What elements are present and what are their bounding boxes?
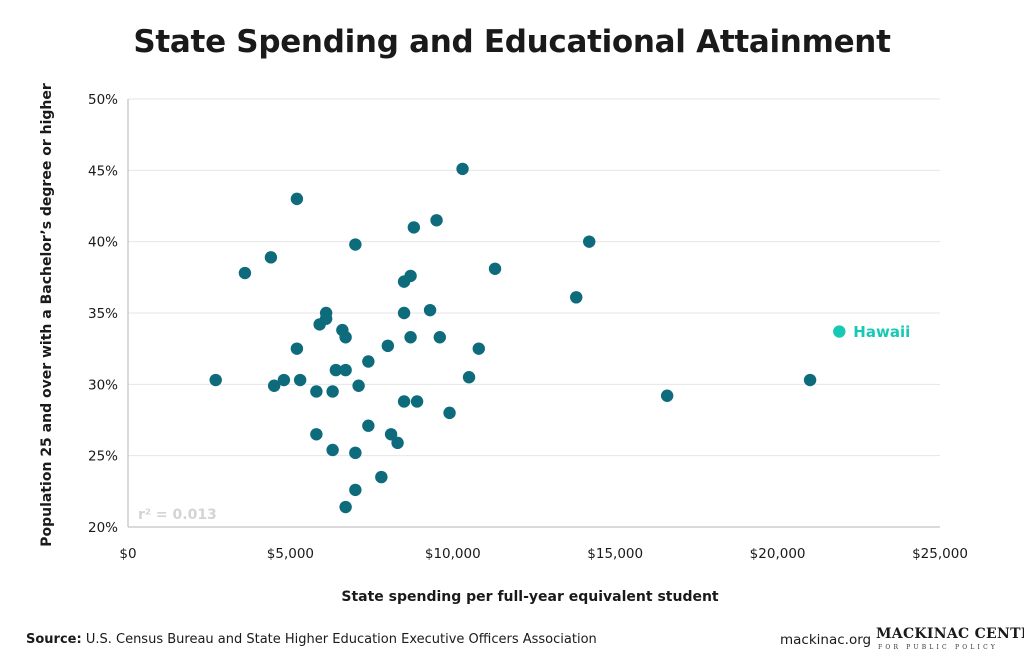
y-tick-label: 50% — [88, 92, 118, 108]
state-point — [264, 251, 278, 264]
logo-name: MACKINAC CENTER — [876, 626, 1024, 642]
state-point — [290, 192, 304, 206]
state-point — [404, 331, 417, 344]
hawaii-label: Hawaii — [853, 323, 910, 341]
state-point — [339, 331, 352, 344]
state-point — [375, 470, 388, 484]
state-point — [238, 266, 252, 280]
state-point — [570, 291, 583, 304]
state-point — [456, 162, 469, 176]
y-tick-label: 20% — [88, 520, 118, 536]
state-point — [290, 342, 304, 355]
x-tick-label: $20,000 — [750, 546, 806, 562]
state-point — [423, 303, 437, 317]
state-point — [404, 269, 417, 283]
state-point — [267, 379, 281, 392]
state-point — [277, 373, 291, 387]
state-point — [488, 262, 502, 275]
state-point — [384, 428, 398, 441]
y-tick-label: 30% — [88, 377, 118, 393]
state-point — [433, 331, 447, 344]
y-tick-label: 25% — [88, 449, 118, 465]
state-point — [397, 306, 411, 320]
state-point — [352, 379, 365, 392]
chart-title: State Spending and Educational Attainmen… — [133, 24, 891, 60]
state-point — [209, 373, 222, 387]
hawaii-point — [833, 325, 846, 338]
y-tick-label: 35% — [88, 306, 118, 322]
state-point — [310, 385, 323, 398]
website-text: mackinac.org — [780, 632, 872, 648]
state-point — [472, 342, 485, 355]
scatter-plot: 20% 25% 30% 35% 40% 45% 50% $0 $5,000 $10,000 $15,… — [39, 83, 968, 605]
x-tick-label: $5,000 — [267, 546, 314, 562]
state-point — [362, 419, 375, 432]
x-tick-label: $10,000 — [425, 546, 481, 562]
state-point — [430, 214, 443, 227]
r-squared-annotation: r² = 0.013 — [138, 507, 217, 523]
state-point — [293, 373, 307, 387]
state-point — [349, 446, 362, 460]
state-point — [462, 371, 476, 384]
state-point — [349, 483, 362, 497]
state-point — [319, 306, 333, 320]
state-point — [326, 443, 339, 457]
state-point — [660, 389, 674, 402]
x-tick-label: $15,000 — [587, 546, 643, 562]
state-point — [339, 500, 352, 514]
state-point — [339, 363, 352, 377]
y-axis-title: Population 25 and over with a Bachelor’s… — [39, 83, 55, 547]
x-tick-label: $25,000 — [912, 546, 968, 562]
state-point — [329, 363, 343, 377]
state-point — [397, 395, 411, 408]
y-tick-label: 40% — [88, 235, 118, 251]
state-point — [310, 428, 323, 441]
state-point — [410, 395, 424, 408]
x-axis-title: State spending per full-year equivalent … — [341, 589, 719, 605]
source-note: Source: U.S. Census Bureau and State Hig… — [26, 632, 597, 647]
state-point — [381, 339, 395, 353]
x-tick-label: $0 — [119, 546, 136, 562]
source-label: Source: — [26, 632, 82, 647]
mackinac-center-logo: MACKINAC CENTER FOR PUBLIC POLICY — [876, 622, 1024, 656]
state-point — [362, 355, 375, 368]
state-point — [349, 238, 362, 251]
source-text: U.S. Census Bureau and State Higher Educ… — [85, 632, 597, 647]
y-tick-label: 45% — [88, 163, 118, 179]
state-point — [391, 436, 404, 450]
state-point — [803, 373, 817, 387]
logo-tagline: FOR PUBLIC POLICY — [878, 644, 999, 651]
state-point — [583, 235, 596, 248]
state-point — [326, 385, 339, 398]
state-point — [407, 221, 421, 234]
state-point — [443, 406, 456, 420]
